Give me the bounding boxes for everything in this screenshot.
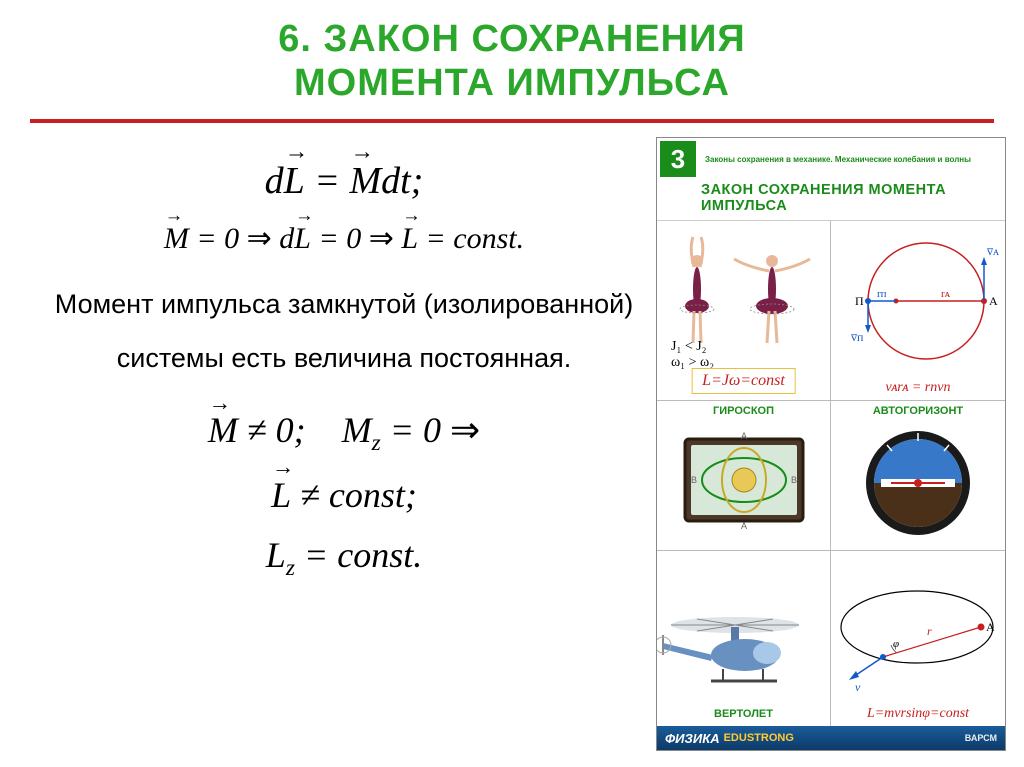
label-A2: А <box>986 620 995 634</box>
label-A: А <box>989 294 998 308</box>
cell-dancers: J₁ < J₂ ω₁ > ω₂ L=Jω=const <box>657 221 831 401</box>
definition-paragraph: Момент импульса замкнутой (изолированной… <box>42 277 646 385</box>
label-vP: v̅ᴨ <box>850 330 864 344</box>
red-divider <box>30 119 994 123</box>
formula-vr: vᴀrᴀ = rᴨvᴨ <box>831 380 1005 396</box>
title-line-2: МОМЕНТА ИМПУЛЬСА <box>294 62 730 104</box>
slide-title: 6. ЗАКОН СОХРАНЕНИЯ МОМЕНТА ИМПУЛЬСА <box>0 0 1024 113</box>
title-line-1: 6. ЗАКОН СОХРАНЕНИЯ <box>278 18 746 60</box>
footer-edu: EDUSTRONG <box>724 732 794 744</box>
svg-text:A: A <box>741 431 747 441</box>
svg-text:B: B <box>691 475 697 485</box>
formula-L-nonconst: L ≠ const; <box>42 468 646 522</box>
cell-orbit: v̅ᴀ v̅ᴨ rᴨ rᴀ П А vᴀrᴀ = rᴨvᴨ <box>831 221 1005 401</box>
formula-M0-chain: M = 0 ⇒ dL = 0 ⇒ L = const. <box>42 216 646 261</box>
label-rA: rᴀ <box>941 288 951 300</box>
poster-title: ЗАКОН СОХРАНЕНИЯ МОМЕНТА ИМПУЛЬСА <box>657 180 1005 221</box>
ineq-J: J₁ < J₂ <box>671 339 707 354</box>
formula-dL-Mdt: dL = Mdt; <box>42 153 646 210</box>
footer-right: ВАРСМ <box>965 733 997 743</box>
svg-text:B: B <box>791 475 797 485</box>
left-column: dL = Mdt; M = 0 ⇒ dL = 0 ⇒ L = const. Мо… <box>18 137 656 751</box>
poster-category: Законы сохранения в механике. Механическ… <box>699 155 1005 164</box>
formula-Lz-const: Lz = const. <box>42 528 646 586</box>
label-vA: v̅ᴀ <box>986 244 1000 258</box>
poster-panel: 3 Законы сохранения в механике. Механиче… <box>656 137 1006 751</box>
label-r: r <box>927 624 932 638</box>
label-phi: φ <box>893 638 899 650</box>
poster-footer: ФИЗИКА EDUSTRONG ВАРСМ <box>657 726 1005 750</box>
main-content: dL = Mdt; M = 0 ⇒ dL = 0 ⇒ L = const. Мо… <box>0 137 1024 751</box>
cell-ellipse: А r φ v L=mvrsinφ=const <box>831 551 1005 726</box>
label-P: П <box>855 294 864 308</box>
formula-M-nonzero: M ≠ 0; Mz = 0 ⇒ <box>42 403 646 461</box>
cell-helicopter: ВЕРТОЛЕТ <box>657 551 831 726</box>
label-v: v <box>855 680 861 694</box>
poster-number: 3 <box>660 141 696 177</box>
poster-grid: J₁ < J₂ ω₁ > ω₂ L=Jω=const <box>657 221 1005 726</box>
formula-mvrsin: L=mvrsinφ=const <box>831 706 1005 722</box>
cell-attitude: АВТОГОРИЗОНТ <box>831 401 1005 551</box>
cell-gyroscope: ГИРОСКОП A A B B <box>657 401 831 551</box>
svg-text:A: A <box>741 521 747 531</box>
poster-header: 3 Законы сохранения в механике. Механиче… <box>657 138 1005 180</box>
label-rP: rᴨ <box>877 288 887 300</box>
label-helicopter: ВЕРТОЛЕТ <box>657 708 830 720</box>
footer-brand: ФИЗИКА <box>665 731 720 746</box>
formula-L-Jw: L=Jω=const <box>691 368 796 394</box>
